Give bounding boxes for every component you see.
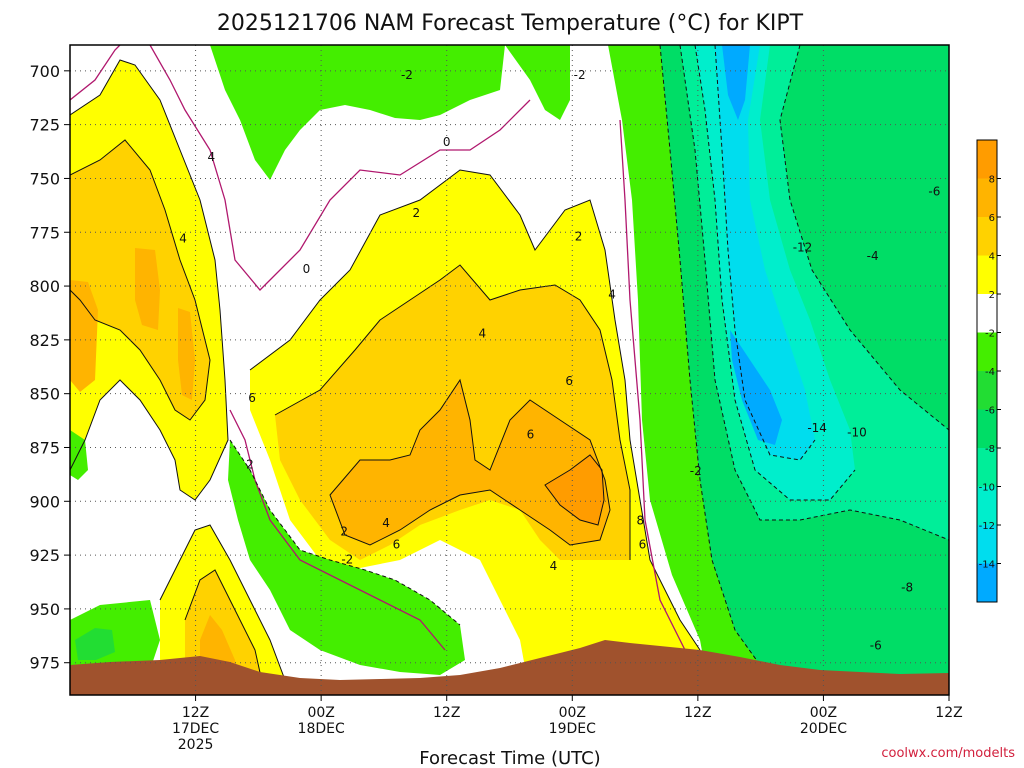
chart-title: 2025121706 NAM Forecast Temperature (°C)…	[217, 11, 804, 36]
x-tick-label: 12Z	[684, 705, 711, 721]
contour-label: 6	[393, 537, 401, 551]
colorbar-label: -6	[985, 405, 995, 416]
colorbar-segment	[977, 371, 997, 410]
contour-lines	[70, 59, 701, 695]
colorbar-label: 8	[989, 174, 995, 185]
colorbar-label: 2	[989, 290, 995, 301]
contour-label: 4	[207, 150, 215, 164]
contour-label: -10	[847, 425, 867, 439]
contour-label: 6	[639, 537, 647, 551]
band-6-center	[330, 380, 610, 545]
colorbar-segment	[977, 255, 997, 294]
band-6-left	[70, 248, 195, 400]
colorbar-segment	[977, 486, 997, 525]
band-minus2-upper	[210, 45, 505, 180]
negative-contours	[229, 45, 949, 673]
contour-label: 4	[550, 559, 558, 573]
x-tick-label: 00Z	[559, 705, 586, 721]
terrain-ground	[70, 640, 949, 695]
band-minus14	[722, 45, 782, 445]
colorbar: 8 6 4 2 -2 -4 -6 -8 -10 -12 -14	[976, 139, 1001, 603]
contour-label: 2	[246, 458, 254, 472]
contour-label: 0	[303, 262, 311, 276]
colorbar-label: -12	[979, 521, 995, 532]
y-tick-label: 825	[29, 331, 60, 350]
plot-frame	[69, 44, 950, 696]
zero-contours	[70, 45, 691, 661]
y-tick-label: 750	[29, 169, 60, 188]
y-tick-label: 775	[29, 223, 60, 242]
contour-label: -2	[401, 68, 413, 82]
colorbar-label: 6	[989, 213, 995, 224]
x-tick-label: 2025	[178, 737, 214, 753]
colorbar-segment	[977, 409, 997, 448]
x-axis-title: Forecast Time (UTC)	[419, 748, 600, 768]
contour-label: 2	[575, 230, 583, 244]
colorbar-segment	[977, 178, 997, 217]
colorbar-label: -8	[985, 444, 995, 455]
y-tick-label: 850	[29, 385, 60, 404]
x-tick-label: 12Z	[935, 705, 962, 721]
colorbar-segment	[977, 294, 997, 333]
band-8-center	[545, 455, 604, 525]
colorbar-segment	[977, 332, 997, 371]
contour-label: 4	[608, 288, 616, 302]
band-minus4-lower	[75, 628, 115, 660]
contour-label: -6	[870, 638, 882, 652]
y-tick-label: 725	[29, 116, 60, 135]
contour-label: 6	[565, 374, 573, 388]
colorbar-segment	[977, 217, 997, 256]
colorbar-label: -4	[985, 367, 995, 378]
x-tick-label: 18DEC	[298, 721, 345, 737]
credit-link[interactable]: coolwx.com/modelts	[881, 746, 1015, 761]
x-tick-label: 20DEC	[800, 721, 847, 737]
contour-label: -12	[793, 240, 813, 254]
y-tick-label: 875	[29, 438, 60, 457]
band-minus2-upper2	[505, 45, 570, 120]
x-tick-label: 00Z	[307, 705, 334, 721]
colorbar-label: -2	[985, 328, 995, 339]
colorbar-segment	[977, 563, 997, 602]
contour-label: -2	[341, 552, 353, 566]
plot-area	[70, 45, 949, 695]
colorbar-segment	[977, 140, 997, 179]
y-tick-label: 975	[29, 654, 60, 673]
contour-label: 2	[340, 524, 348, 538]
x-tick-label: 00Z	[810, 705, 837, 721]
contour-label: 6	[527, 428, 535, 442]
y-tick-label: 925	[29, 546, 60, 565]
contour-label: -8	[901, 580, 913, 594]
contour-label: 4	[179, 232, 187, 246]
contour-label: -4	[867, 249, 879, 263]
colorbar-label: -14	[979, 559, 995, 570]
y-axis: 700 725 750 775 800 825 850 875 900 925 950 975	[29, 62, 70, 673]
colorbar-segment	[977, 448, 997, 487]
x-tick-label: 12Z	[182, 705, 209, 721]
x-tick-label: 12Z	[433, 705, 460, 721]
band-minus2-diagonal	[228, 440, 465, 675]
contour-label: -2	[690, 464, 702, 478]
contour-label: -14	[807, 421, 827, 435]
y-tick-label: 950	[29, 600, 60, 619]
contour-label: -2	[574, 68, 586, 82]
contour-label: 4	[478, 326, 486, 340]
colorbar-label: -10	[979, 482, 995, 493]
contour-label: -6	[928, 184, 940, 198]
contour-label: 2	[413, 206, 421, 220]
contour-label: 0	[443, 135, 451, 149]
contour-label: 8	[636, 514, 644, 528]
y-tick-label: 700	[29, 62, 60, 81]
contour-label: 4	[382, 516, 390, 530]
colorbar-label: 4	[989, 251, 995, 262]
contour-label: 6	[248, 391, 256, 405]
y-tick-label: 800	[29, 277, 60, 296]
y-tick-label: 900	[29, 492, 60, 511]
x-tick-label: 19DEC	[549, 721, 596, 737]
x-tick-label: 17DEC	[172, 721, 219, 737]
colorbar-segment	[977, 525, 997, 564]
